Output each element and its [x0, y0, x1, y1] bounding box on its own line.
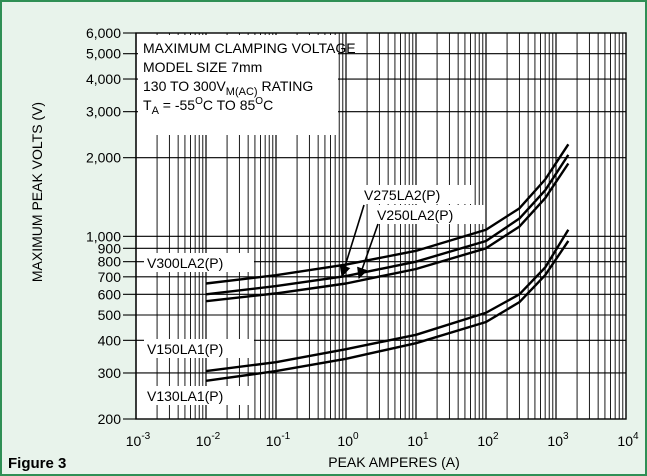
annotation-layer: V300LA2(P) V275LA2(P) V250LA2(P) V150LA1(P)… [144, 185, 484, 405]
series-line [205, 240, 570, 382]
series-annotation: V250LA2(P) [377, 207, 453, 223]
x-tick-label: 100 [337, 431, 359, 449]
leader-arrow [339, 204, 365, 278]
x-tick-label: 103 [547, 431, 569, 449]
annotation-background [144, 339, 254, 358]
series-line [205, 154, 570, 296]
y-axis-label: MAXIMUM PEAK VOLTS (V) [29, 102, 45, 282]
info-box-line: MAXIMUM CLAMPING VOLTAGE [143, 40, 356, 56]
info-box: MAXIMUM CLAMPING VOLTAGE MODEL SIZE 7mm 13… [138, 35, 356, 135]
y-tick-label: 200 [98, 411, 122, 427]
series-annotation: V275LA2(P) [364, 187, 440, 203]
series-annotation: V300LA2(P) [147, 255, 223, 271]
info-box-line: MODEL SIZE 7mm [143, 59, 262, 75]
y-tick-label: 3,000 [86, 104, 121, 120]
y-tick-label: 800 [98, 254, 122, 270]
x-axis-label: PEAK AMPERES (A) [328, 454, 459, 470]
series-line [205, 162, 570, 303]
y-tick-label: 300 [98, 365, 122, 381]
plot-border [135, 32, 627, 420]
info-box-line: TA = -55OC TO 85OC [143, 96, 273, 117]
series-annotation: V150LA1(P) [147, 341, 223, 357]
y-tick-label: 400 [98, 332, 122, 348]
x-tick-label: 10-1 [266, 431, 291, 449]
annotation-background [144, 386, 254, 405]
x-tick-label: 101 [407, 431, 429, 449]
y-tick-label: 6,000 [86, 25, 121, 41]
y-tick-label: 700 [98, 269, 122, 285]
annotation-background [361, 185, 471, 204]
info-box-background [138, 35, 338, 135]
annotation-background [374, 205, 484, 224]
series-line [205, 229, 570, 373]
y-tick-label: 4,000 [86, 71, 121, 87]
y-tick-label: 5,000 [86, 46, 121, 62]
y-tick-label: 600 [98, 286, 122, 302]
x-tick-label: 104 [617, 431, 639, 449]
series-layer [205, 143, 570, 382]
y-tick-label: 1,000 [86, 228, 121, 244]
leader-arrow [357, 223, 379, 280]
figure-label: Figure 3 [8, 455, 67, 472]
annotation-background [144, 253, 254, 272]
y-tick-label: 2,000 [86, 150, 121, 166]
y-tick-label: 900 [98, 240, 122, 256]
x-tick-label: 102 [477, 431, 499, 449]
y-tick-label: 500 [98, 307, 122, 323]
info-box-line: 130 TO 300VM(AC) RATING [143, 78, 313, 98]
series-line [205, 143, 570, 285]
x-tick-label: 10-3 [126, 431, 151, 449]
x-tick-label: 10-2 [196, 431, 221, 449]
series-annotation: V130LA1(P) [147, 388, 223, 404]
axis-ticks: 10-3 10-2 10-1 100 101 102 103 104 200 300 400 500 6… [86, 25, 639, 449]
